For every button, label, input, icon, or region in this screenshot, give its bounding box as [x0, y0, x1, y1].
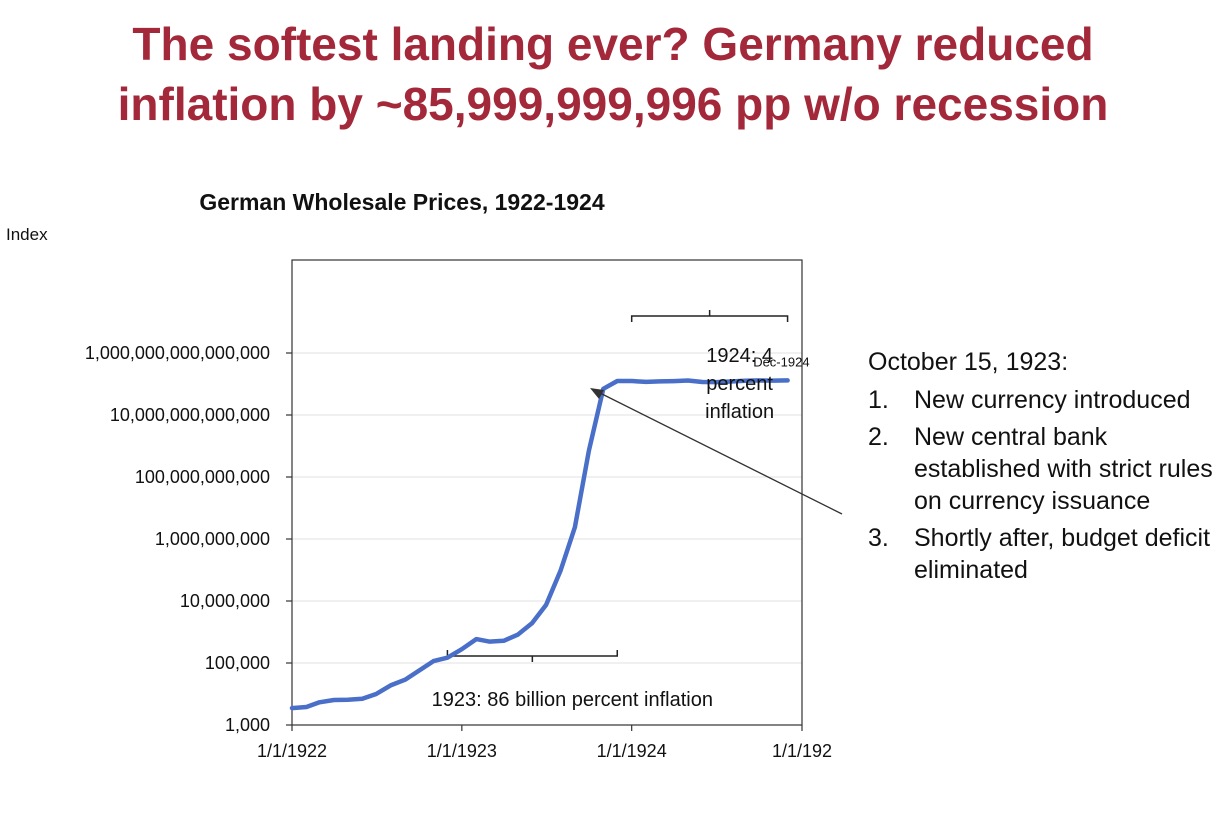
- notes-heading: October 15, 1923:: [868, 348, 1069, 376]
- annotation-arrowhead: [590, 388, 604, 399]
- x-axis: 1/1/1922 1/1/1923 1/1/1924 1/1/192: [257, 725, 832, 761]
- x-tick-label: 1/1/1922: [257, 741, 327, 761]
- annotation-1924-line: percent: [706, 373, 773, 395]
- annotation-arrow: [597, 391, 843, 515]
- notes-item-text: Shortly after, budget deficit eliminated: [914, 524, 1211, 584]
- notes-item-number: 3.: [868, 524, 889, 552]
- policy-notes: October 15, 1923: 1. New currency introdu…: [868, 346, 1218, 591]
- annotation-dec-1924: Dec-1924: [753, 354, 809, 369]
- notes-item: 3. Shortly after, budget deficit eliminat…: [868, 522, 1218, 586]
- headline: The softest landing ever? Germany reduce…: [0, 14, 1226, 134]
- notes-item-text: New central bank established with strict…: [914, 423, 1213, 515]
- chart-title: German Wholesale Prices, 1922-1924: [199, 189, 604, 215]
- y-tick-label: 1,000: [225, 715, 270, 735]
- y-tick-label: 1,000,000,000: [155, 529, 270, 549]
- y-axis-label: Index: [6, 225, 48, 244]
- notes-item: 2. New central bank established with stri…: [868, 421, 1218, 517]
- notes-item-number: 2.: [868, 423, 889, 451]
- annotation-1924-line: inflation: [705, 401, 774, 423]
- notes-item-text: New currency introduced: [914, 386, 1191, 414]
- y-tick-label: 100,000: [205, 653, 270, 673]
- notes-list: 1. New currency introduced 2. New central …: [868, 384, 1218, 586]
- x-tick-label: 1/1/1923: [427, 741, 497, 761]
- x-tick-label: 1/1/192: [772, 741, 832, 761]
- x-tick-label: 1/1/1924: [597, 741, 667, 761]
- annotation-brackets: [446, 310, 789, 662]
- bracket-1923: [446, 650, 619, 662]
- series-line-wholesale-prices: [289, 378, 790, 711]
- notes-item-number: 1.: [868, 386, 889, 414]
- headline-line-1: The softest landing ever? Germany reduce…: [132, 18, 1094, 70]
- y-tick-label: 100,000,000,000: [135, 467, 270, 487]
- headline-line-2: inflation by ~85,999,999,996 pp w/o rece…: [117, 78, 1109, 130]
- y-tick-label: 10,000,000,000,000: [110, 405, 270, 425]
- bracket-1924: [630, 310, 789, 322]
- notes-item: 1. New currency introduced: [868, 384, 1218, 416]
- y-axis: 1,000 100,000 10,000,000 1,000,000,000 100,0…: [85, 343, 292, 735]
- annotation-1924-line: 1924: 4: [706, 345, 773, 367]
- y-tick-label: 10,000,000: [180, 591, 270, 611]
- annotation-1923: 1923: 86 billion percent inflation: [432, 689, 713, 711]
- y-tick-label: 1,000,000,000,000,000: [85, 343, 270, 363]
- plot-frame: [291, 259, 803, 726]
- gridlines: [292, 352, 802, 664]
